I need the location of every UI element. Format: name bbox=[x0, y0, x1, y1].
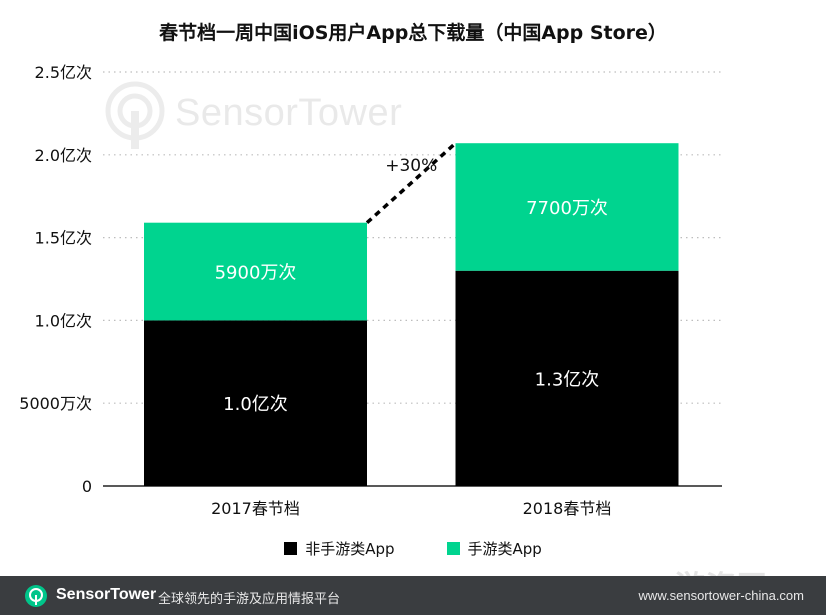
y-tick-label: 2.5亿次 bbox=[35, 63, 92, 82]
y-tick-label: 0 bbox=[82, 477, 92, 496]
sensortower-watermark-logo-icon bbox=[105, 81, 165, 149]
legend-label-game: 手游类App bbox=[467, 540, 542, 558]
x-tick-label: 2018春节档 bbox=[523, 499, 612, 518]
chart-title: 春节档一周中国iOS用户App总下载量（中国App Store） bbox=[159, 22, 667, 44]
legend-item-game: 手游类App bbox=[446, 538, 542, 559]
y-tick-label: 5000万次 bbox=[19, 394, 92, 413]
footer-brand: SensorTower bbox=[56, 586, 157, 603]
bar-stacks: 1.0亿次 5900万次 1.3亿次 7700万次 bbox=[144, 143, 679, 486]
bar-segment bbox=[144, 320, 367, 486]
legend-item-non-game: 非手游类App bbox=[284, 538, 395, 559]
sensortower-logo-icon bbox=[25, 585, 47, 607]
growth-label: +30% bbox=[385, 156, 437, 176]
y-tick-label: 2.0亿次 bbox=[35, 146, 92, 165]
y-tick-label: 1.5亿次 bbox=[35, 229, 92, 248]
y-tick-label: 1.0亿次 bbox=[35, 311, 92, 330]
legend-swatch-game bbox=[446, 542, 460, 555]
growth-connector bbox=[365, 141, 457, 224]
y-tick-labels: 0 5000万次 1.0亿次 1.5亿次 2.0亿次 2.5亿次 bbox=[19, 63, 92, 496]
bar-segment bbox=[455, 143, 679, 271]
growth-annotation: +30% bbox=[365, 141, 457, 224]
data-label: 1.0亿次 bbox=[223, 394, 288, 415]
legend-swatch-non-game bbox=[284, 542, 298, 555]
sensortower-watermark: SensorTower bbox=[175, 92, 403, 134]
footer-bar: SensorTower 全球领先的手游及应用情报平台 www.sensortow… bbox=[0, 576, 826, 615]
data-label: 1.3亿次 bbox=[535, 369, 600, 390]
bar-segment bbox=[144, 222, 367, 321]
data-label: 5900万次 bbox=[215, 263, 297, 284]
x-tick-label: 2017春节档 bbox=[211, 499, 300, 518]
legend: 非手游类App 手游类App bbox=[0, 538, 826, 559]
legend-label-non-game: 非手游类App bbox=[305, 540, 395, 558]
x-tick-labels: 2017春节档 2018春节档 bbox=[211, 499, 611, 518]
footer-slogan: 全球领先的手游及应用情报平台 bbox=[158, 592, 341, 607]
footer-url[interactable]: www.sensortower-china.com bbox=[638, 588, 804, 603]
data-label: 7700万次 bbox=[526, 198, 608, 219]
bar-segment bbox=[455, 270, 679, 486]
